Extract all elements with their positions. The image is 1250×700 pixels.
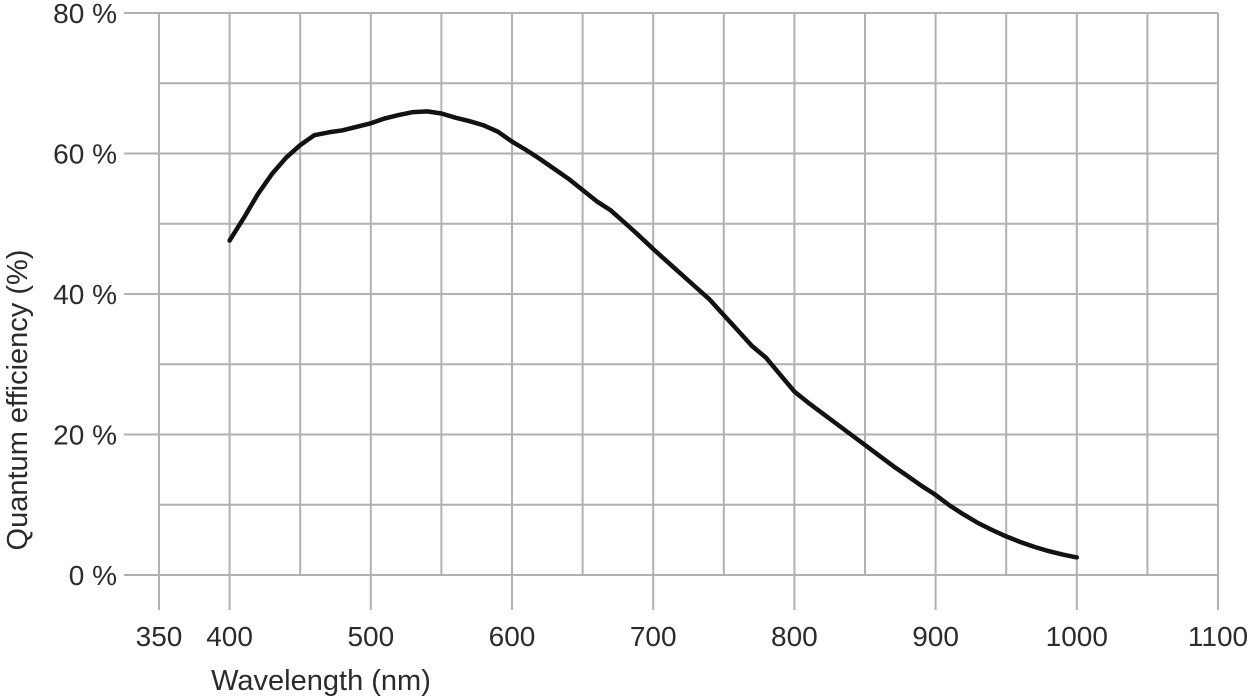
curve-layer [227, 109, 1080, 560]
x-tick-label: 1000 [1046, 621, 1108, 652]
y-axis-title: Quantum efficiency (%) [2, 250, 34, 551]
y-tick-label: 20 % [53, 420, 117, 451]
x-tick-label: 400 [206, 621, 253, 652]
y-tick-label: 0 % [69, 560, 117, 591]
x-tick-label: 700 [630, 621, 677, 652]
y-tick-label: 40 % [53, 279, 117, 310]
y-tick-label: 80 % [53, 0, 117, 29]
x-tick-label: 350 [136, 621, 183, 652]
y-tick-label: 60 % [53, 139, 117, 170]
label-layer: 350 400 500 600 700 800 900 1000 1100 0 % 20 % 40 %… [53, 0, 1248, 652]
x-axis-title: Wavelength (nm) [211, 665, 431, 697]
x-tick-label: 800 [771, 621, 818, 652]
x-tick-label: 900 [912, 621, 959, 652]
x-tick-label: 1100 [1188, 621, 1248, 652]
grid-layer [158, 12, 1219, 576]
x-tick-label: 500 [347, 621, 394, 652]
qe-curve [227, 109, 1080, 560]
x-tick-label: 600 [489, 621, 536, 652]
tick-layer [124, 12, 1219, 610]
